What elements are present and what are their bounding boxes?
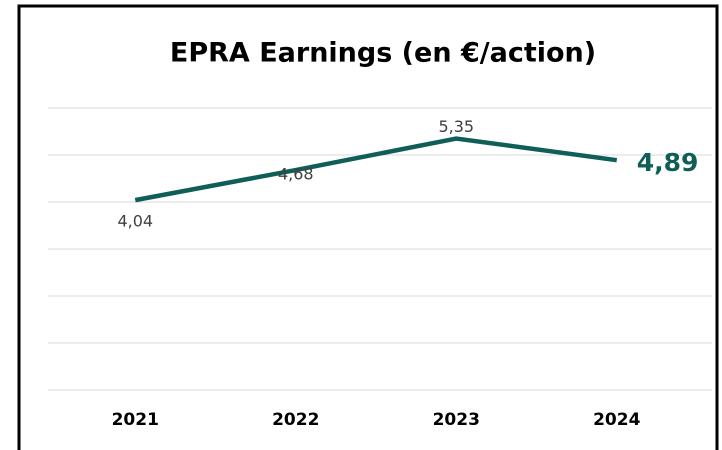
- data-label: 5,35: [438, 117, 474, 136]
- data-label: 4,04: [117, 212, 153, 231]
- x-tick-label: 2023: [433, 410, 480, 430]
- chart-title: EPRA Earnings (en €/action): [170, 38, 596, 69]
- data-line: [134, 136, 618, 203]
- x-tick-label: 2021: [112, 410, 159, 430]
- chart-frame: [17, 4, 719, 450]
- x-tick-label: 2022: [272, 410, 319, 430]
- data-label: 4,68: [278, 165, 314, 184]
- data-label: 4,89: [637, 148, 699, 177]
- x-tick-label: 2024: [593, 410, 640, 430]
